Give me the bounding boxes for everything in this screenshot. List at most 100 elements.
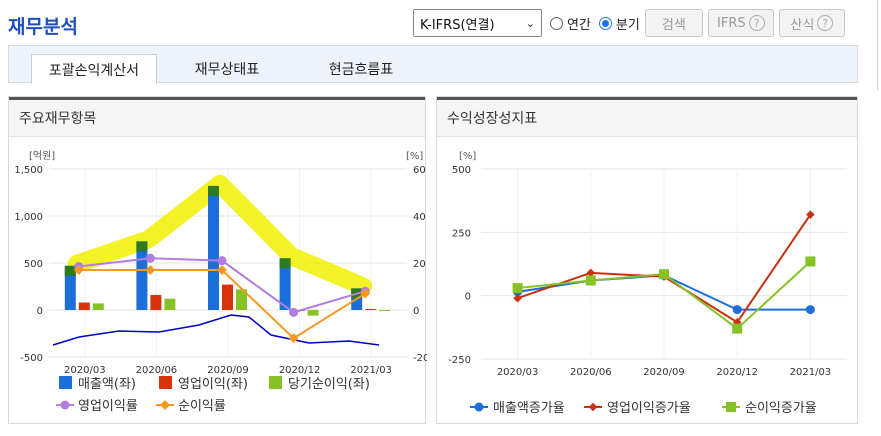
point [360, 288, 371, 299]
legend-label: 매출액증가율 [493, 401, 565, 416]
tab-cash-flow[interactable]: 현금흐름표 [311, 54, 411, 84]
search-button-label: 검색 [661, 17, 686, 33]
category-label: 2020/12 [716, 367, 758, 378]
statement-tabs: 포괄손익계산서 재무상태표 현금흐름표 [8, 45, 858, 84]
point [512, 283, 523, 294]
radio-quarterly-indicator[interactable] [598, 16, 612, 30]
left-tick-label: -500 [20, 353, 43, 364]
legend-label: 당기순이익(좌) [288, 377, 370, 392]
right-tick-label: 20 [413, 259, 426, 270]
point [806, 210, 815, 219]
bar-1-1 [150, 294, 162, 310]
bar-cap [64, 265, 76, 276]
axis-unit: [%] [459, 151, 476, 162]
category-label: 2020/09 [207, 365, 249, 376]
growth-chart: [%] 500 250 0 -250 2020/03 2020/06 2020/09 2020/… [448, 151, 847, 416]
bar-0-0 [64, 265, 76, 310]
bar-2-0 [92, 303, 104, 310]
legend-swatch [59, 376, 72, 389]
point [217, 256, 227, 266]
tick-label: 250 [452, 228, 471, 239]
right-tick-label: 40 [413, 212, 426, 223]
point [73, 265, 84, 275]
right-tick-label: 0 [413, 306, 419, 317]
left-tick-label: 0 [37, 306, 43, 317]
category-label: 2020/03 [64, 365, 106, 376]
search-button[interactable]: 검색 [644, 9, 703, 37]
category-label: 2021/03 [790, 367, 832, 378]
radio-annual[interactable]: 연간 [550, 14, 591, 33]
left-tick-label: 1,000 [14, 212, 43, 223]
radio-annual-indicator[interactable] [550, 16, 563, 30]
help-icon: ? [817, 15, 834, 31]
tick-label: 500 [452, 165, 471, 176]
help-icon: ? [748, 15, 765, 31]
tab-label: 재무상태표 [194, 62, 260, 78]
point [732, 305, 742, 315]
tick-label: -250 [448, 355, 471, 366]
tab-label: 현금흐름표 [328, 62, 394, 78]
legend-label: 순이익률 [178, 399, 226, 414]
scrollbar-edge [877, 0, 878, 90]
legend-label: 영업이익증가율 [607, 401, 691, 416]
bar-cap [208, 185, 219, 196]
legend-swatch [159, 376, 172, 389]
formula-button-label: 산식 [790, 17, 815, 33]
point [145, 265, 156, 275]
ifrs-button[interactable]: IFRS ? [707, 9, 774, 37]
highlighter-annotation [67, 174, 373, 296]
controls-bar: K-IFRS(연결) ⌄ 연간 분기 검색 IFRS ? 산식 ? [413, 8, 845, 38]
ifrs-button-label: IFRS [717, 15, 746, 31]
bar-1-0 [78, 302, 90, 310]
profitability-panel: 수익성장성지표 [%] 500 250 0 -250 2020/03 2020/06 2020… [436, 96, 858, 424]
panel-title: 수익성장성지표 [437, 97, 857, 137]
category-label: 2020/09 [643, 367, 685, 378]
tab-balance-sheet[interactable]: 재무상태표 [177, 54, 277, 84]
point [586, 268, 596, 278]
panel-title: 주요재무항목 [9, 97, 425, 137]
accounting-standard-select[interactable]: K-IFRS(연결) ⌄ [413, 9, 542, 37]
legend-swatch [474, 402, 484, 412]
tab-label: 포괄손익계산서 [48, 62, 140, 79]
category-label: 2020/06 [570, 367, 612, 378]
bar-cap [279, 258, 291, 269]
formula-button[interactable]: 산식 ? [778, 9, 845, 37]
chevron-down-icon: ⌄ [525, 16, 535, 30]
point [805, 305, 815, 315]
bar-1-2 [222, 284, 233, 310]
point [288, 333, 299, 344]
legend-swatch [60, 400, 70, 410]
point [805, 256, 816, 267]
bar-0-3 [279, 258, 291, 310]
point [585, 275, 596, 286]
tab-income-statement[interactable]: 포괄손익계산서 [31, 54, 157, 84]
radio-annual-label: 연간 [567, 17, 591, 33]
bar-2-2 [236, 289, 247, 310]
left-tick-label: 500 [24, 259, 43, 270]
bar-2-3 [307, 310, 319, 316]
legend-label: 매출액(좌) [78, 377, 136, 392]
point [217, 265, 227, 275]
bar-cap [136, 241, 148, 252]
bar-0-2 [208, 185, 219, 310]
category-label: 2020/03 [497, 367, 539, 378]
point [289, 307, 299, 317]
category-label: 2021/03 [350, 365, 392, 376]
point [732, 323, 743, 334]
point [513, 293, 522, 303]
bar-2-1 [164, 298, 176, 310]
bar-0-1 [136, 241, 148, 310]
radio-quarterly-label: 분기 [615, 17, 640, 33]
tick-label: 0 [465, 292, 471, 303]
legend-swatch [160, 400, 170, 410]
key-financials-chart: [억원] [%] 1,500 1,000 500 0 -500 60 40 20 0 -20 2020/… [14, 150, 429, 414]
legend-label: 순이익증가율 [745, 401, 817, 416]
right-tick-label: -20 [413, 353, 427, 364]
category-label: 2020/12 [279, 365, 321, 376]
accounting-standard-value: K-IFRS(연결) [420, 17, 495, 33]
key-financials-panel: 주요재무항목 [억원] [%] 1,500 1,000 500 0 -500 60 40 20 0 -… [8, 96, 429, 424]
radio-quarterly[interactable]: 분기 [598, 14, 640, 33]
legend-label: 영업이익(좌) [178, 377, 248, 392]
trend-line [52, 314, 380, 346]
point [145, 253, 155, 263]
